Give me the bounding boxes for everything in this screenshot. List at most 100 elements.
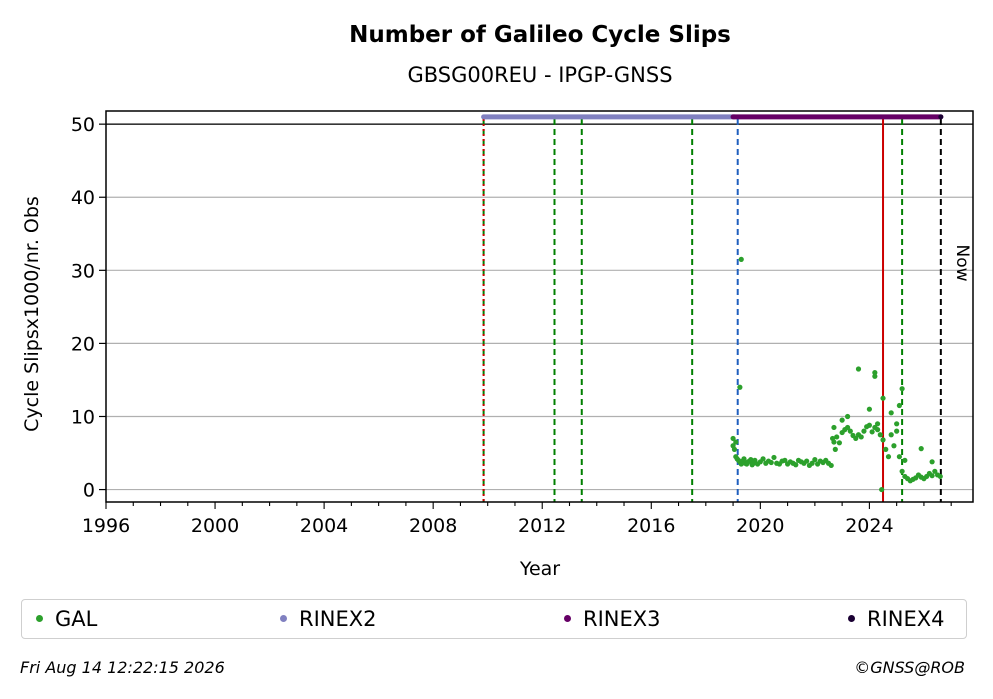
y-tick-label: 40 — [71, 187, 95, 209]
data-point-gal — [899, 386, 905, 392]
x-tick-label: 1996 — [82, 515, 130, 537]
data-point-gal — [874, 427, 881, 433]
y-tick-label: 0 — [83, 480, 95, 502]
data-point-gal — [874, 421, 881, 427]
data-point-gal — [937, 473, 943, 480]
data-point-gal — [888, 410, 894, 416]
data-point-gal — [831, 424, 837, 431]
legend-item-rinex4: RINEX4 — [848, 600, 945, 637]
data-point-gal — [836, 440, 843, 446]
x-axis-label: Year — [519, 558, 560, 580]
data-point-gal — [891, 443, 897, 449]
chart-title: Number of Galileo Cycle Slips — [349, 22, 731, 48]
data-point-gal — [894, 428, 900, 434]
data-point-gal — [809, 460, 815, 466]
y-tick-label: 10 — [71, 406, 95, 428]
data-point-gal — [748, 457, 754, 463]
legend-label-gal: GAL — [55, 606, 98, 631]
data-point-gal — [872, 370, 878, 376]
data-point-gal — [879, 486, 885, 493]
event-lines — [482, 119, 942, 502]
legend-item-rinex2: RINEX2 — [280, 600, 377, 637]
data-point-gal — [831, 439, 837, 445]
data-point-gal — [832, 446, 838, 452]
data-point-gal — [880, 437, 886, 443]
data-point-gal — [872, 373, 878, 379]
data-point-gal — [730, 435, 736, 442]
data-point-gal — [896, 402, 902, 409]
data-point-gal — [880, 395, 886, 401]
y-axis: 0 10 20 30 40 50 — [71, 114, 106, 502]
timestamp: Fri Aug 14 12:22:15 2026 — [20, 658, 225, 677]
series-point-rinex4 — [938, 114, 944, 120]
data-point-gal — [839, 417, 845, 423]
data-point-gal — [902, 457, 908, 463]
legend-label-rinex4: RINEX4 — [867, 606, 945, 631]
data-point-gal — [932, 468, 938, 474]
x-axis: 1996 2000 2004 2008 2012 2016 2020 2024 — [82, 502, 952, 537]
data-point-gal — [929, 473, 935, 479]
data-point-gal — [828, 462, 834, 469]
data-point-gal — [896, 454, 902, 460]
data-point-gal — [812, 457, 818, 463]
x-tick-label: 2004 — [300, 515, 348, 537]
now-label: Now — [952, 244, 972, 281]
data-point-gal — [804, 458, 810, 464]
data-point-gal — [737, 384, 743, 390]
data-point-gal — [853, 435, 859, 442]
chart-subtitle: GBSG00REU - IPGP-GNSS — [407, 63, 672, 87]
data-point-gal — [730, 443, 736, 449]
copyright: ©GNSS@ROB — [854, 658, 965, 677]
y-axis-label: Cycle Slipsx1000/nr. Obs — [21, 196, 43, 432]
data-point-gal — [738, 256, 744, 262]
legend: GAL RINEX2 RINEX3 RINEX4 — [21, 599, 967, 639]
data-point-gal — [771, 454, 777, 461]
y-tick-label: 50 — [71, 114, 95, 136]
plot-frame — [105, 110, 974, 503]
data-point-gal — [866, 406, 872, 412]
data-point-gal — [866, 422, 872, 428]
legend-label-rinex2: RINEX2 — [299, 606, 377, 631]
data-point-gal — [844, 413, 851, 420]
y-tick-label: 30 — [71, 260, 95, 282]
data-point-gal — [782, 457, 788, 463]
data-point-gal — [760, 456, 766, 462]
data-point-gal — [894, 421, 900, 427]
data-point-gal — [888, 432, 894, 438]
legend-item-rinex3: RINEX3 — [564, 600, 661, 637]
data-point-gal — [844, 424, 851, 431]
data-point-gal — [929, 459, 935, 465]
x-tick-label: 2020 — [736, 515, 784, 537]
legend-marker-gal — [36, 615, 43, 622]
data-series — [481, 114, 944, 493]
data-point-gal — [847, 428, 853, 434]
data-point-gal — [877, 432, 883, 438]
data-point-gal — [899, 468, 905, 474]
data-point-gal — [858, 434, 864, 440]
x-tick-label: 2016 — [627, 515, 675, 537]
data-point-gal — [883, 446, 889, 452]
legend-marker-rinex2 — [280, 615, 287, 622]
data-point-gal — [768, 459, 774, 466]
grid-lines — [106, 123, 973, 491]
data-point-gal — [861, 428, 867, 434]
data-point-gal — [855, 366, 862, 372]
legend-marker-rinex3 — [564, 615, 571, 622]
data-point-gal — [733, 439, 739, 445]
x-tick-label: 2008 — [409, 515, 457, 537]
x-tick-label: 2024 — [845, 515, 893, 537]
x-tick-label: 2012 — [518, 515, 566, 537]
data-point-gal — [752, 457, 758, 463]
x-tick-label: 2000 — [191, 515, 239, 537]
y-tick-label: 20 — [71, 333, 95, 355]
data-point-gal — [741, 456, 747, 462]
data-point-gal — [834, 434, 840, 440]
data-point-gal — [869, 429, 875, 435]
legend-label-rinex3: RINEX3 — [583, 606, 661, 631]
data-point-gal — [885, 454, 892, 460]
data-point-gal — [793, 462, 799, 468]
data-point-gal — [918, 446, 924, 452]
legend-marker-rinex4 — [848, 615, 855, 622]
legend-item-gal: GAL — [36, 600, 97, 637]
